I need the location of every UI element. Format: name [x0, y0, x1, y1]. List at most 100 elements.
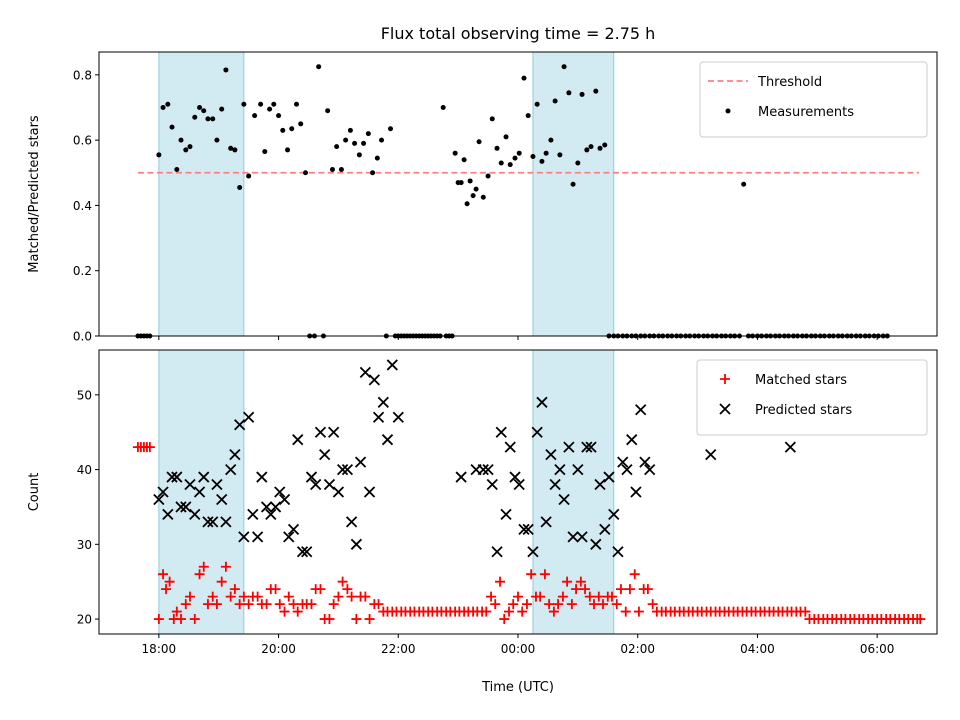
data-point [480, 194, 486, 200]
data-point [599, 523, 611, 536]
legend: Threshold Measurements [699, 61, 928, 138]
data-point [166, 471, 178, 483]
data-point [176, 614, 187, 625]
shaded-interval-0 [158, 51, 245, 337]
data-point [566, 599, 577, 610]
data-point [314, 426, 327, 438]
y-tick-label: 40 [77, 463, 92, 477]
data-point [189, 614, 200, 625]
legend-entry-label: Measurements [758, 105, 854, 120]
data-point [381, 434, 394, 446]
data-point [298, 121, 304, 127]
data-point [477, 463, 489, 476]
data-point [345, 516, 358, 528]
data-point [575, 576, 586, 587]
data-point [539, 158, 545, 164]
data-point [368, 374, 380, 386]
data-point [252, 591, 263, 602]
data-point [157, 486, 169, 498]
data-point [237, 184, 243, 190]
data-point [198, 561, 209, 572]
data-point [162, 508, 174, 521]
data-point [228, 145, 234, 151]
data-point [341, 463, 354, 476]
data-point [498, 160, 504, 166]
data-point [557, 591, 568, 602]
data-point [360, 591, 371, 602]
data-point [624, 584, 635, 595]
data-point [316, 64, 322, 70]
data-point [621, 463, 633, 476]
data-point [570, 181, 576, 187]
data-point [234, 419, 246, 431]
data-point [597, 145, 603, 151]
data-point [336, 463, 349, 476]
data-point [705, 448, 717, 461]
data-point [509, 471, 521, 483]
ratio-panel: 0.0 0.2 0.4 0.6 0.8 Matched/Predicted stars Th… [27, 51, 938, 344]
data-point [639, 456, 651, 468]
legend-marker-swatch [725, 108, 731, 114]
data-point [184, 591, 195, 602]
data-point [476, 139, 482, 145]
data-point [561, 64, 567, 70]
data-point [540, 516, 552, 528]
data-point [207, 516, 219, 528]
y-tick-label: 30 [77, 538, 92, 552]
data-point [338, 167, 344, 173]
data-point [530, 153, 536, 159]
data-point [626, 434, 638, 446]
data-point [283, 591, 294, 602]
data-point [572, 463, 584, 476]
data-point [543, 150, 549, 156]
data-point [545, 448, 557, 461]
x-tick-label: 06:00 [860, 642, 895, 656]
data-point [283, 531, 295, 543]
x-tick-label: 00:00 [501, 642, 536, 656]
data-point [490, 599, 501, 610]
legend-marker-swatch [719, 403, 731, 415]
data-point [461, 157, 467, 163]
data-point [241, 101, 247, 107]
y-tick-label: 20 [77, 613, 92, 627]
data-point [513, 591, 523, 602]
data-point [198, 471, 210, 483]
data-point [319, 448, 331, 461]
data-point [261, 599, 272, 610]
data-point [223, 67, 229, 73]
y-axis-label: Count [27, 473, 42, 512]
data-point [305, 471, 318, 483]
data-point [548, 606, 559, 617]
data-point [256, 471, 268, 483]
data-point [328, 599, 339, 610]
data-point [325, 108, 331, 114]
data-point [589, 599, 600, 610]
data-point [164, 576, 175, 587]
y-tick-label: 0.4 [73, 199, 92, 213]
data-point [144, 442, 155, 453]
data-point [617, 456, 629, 468]
data-point [503, 134, 509, 140]
data-point [158, 569, 169, 580]
data-point [269, 501, 282, 513]
data-point [301, 546, 313, 558]
data-point [612, 546, 624, 558]
data-point [500, 508, 512, 521]
data-point [629, 569, 640, 580]
data-point [260, 501, 273, 513]
data-point [243, 411, 255, 423]
data-point [201, 108, 207, 114]
data-point [276, 113, 282, 119]
data-point [356, 152, 362, 158]
data-point [225, 463, 237, 476]
data-point [512, 155, 518, 161]
data-point [481, 606, 492, 617]
data-point [219, 106, 225, 112]
data-point [153, 614, 164, 625]
data-point [216, 493, 228, 506]
data-point [491, 546, 503, 558]
data-point [207, 591, 218, 602]
data-point [470, 193, 476, 199]
data-point [288, 599, 299, 610]
data-point [294, 101, 300, 107]
